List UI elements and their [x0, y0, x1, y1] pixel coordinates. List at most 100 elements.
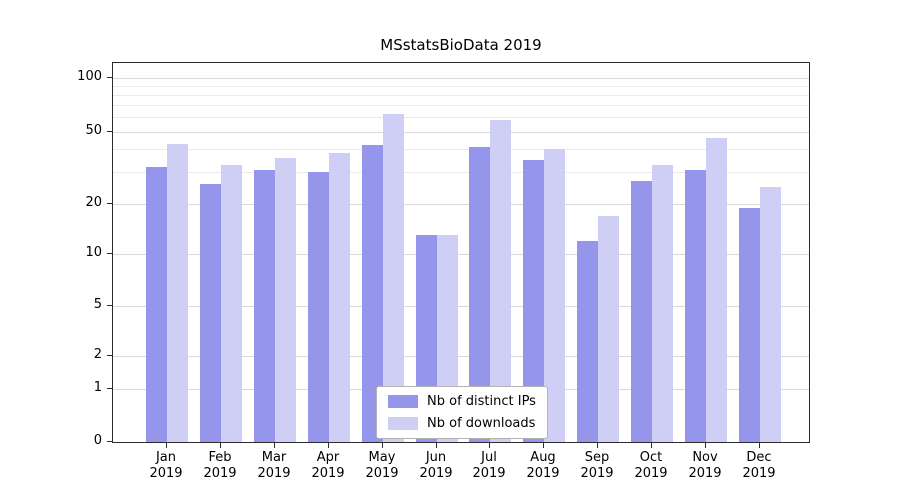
bar-downloads — [490, 120, 511, 442]
legend-row: Nb of downloads — [388, 416, 536, 431]
year-label: 2019 — [257, 466, 291, 481]
bar-downloads — [167, 144, 188, 442]
y-tick-mark — [107, 355, 112, 356]
bar-downloads — [383, 114, 404, 442]
y-tick-mark — [107, 305, 112, 306]
gridline-major — [113, 204, 809, 205]
year-label: 2019 — [203, 466, 237, 481]
x-tick-label: May 2019 — [352, 450, 412, 482]
gridline-major — [113, 356, 809, 357]
y-tick-mark — [107, 253, 112, 254]
bar-downloads — [221, 165, 242, 442]
month-label: Nov — [692, 450, 718, 465]
legend-swatch — [388, 417, 418, 430]
bar-downloads — [706, 138, 727, 442]
year-label: 2019 — [149, 466, 183, 481]
bar-distinct-ips — [308, 172, 329, 442]
bar-distinct-ips — [146, 167, 167, 442]
year-label: 2019 — [742, 466, 776, 481]
y-tick-label: 2 — [93, 347, 102, 362]
bar-downloads — [652, 165, 673, 442]
x-tick-label: Mar 2019 — [244, 450, 304, 482]
legend-swatch — [388, 395, 418, 408]
x-tick-mark — [759, 443, 760, 448]
bar-distinct-ips — [577, 241, 598, 442]
x-tick-mark — [220, 443, 221, 448]
x-tick-label: Jul 2019 — [459, 450, 519, 482]
month-label: Sep — [584, 450, 610, 465]
x-tick-label: Feb 2019 — [190, 450, 250, 482]
y-tick-label: 0 — [93, 433, 102, 448]
y-tick-mark — [107, 203, 112, 204]
y-tick-label: 1 — [93, 380, 102, 395]
x-tick-label: Aug 2019 — [513, 450, 573, 482]
y-tick-label: 100 — [77, 69, 102, 84]
bar-distinct-ips — [254, 170, 275, 442]
year-label: 2019 — [419, 466, 453, 481]
y-tick-mark — [107, 441, 112, 442]
month-label: Mar — [261, 450, 287, 465]
bar-distinct-ips — [523, 160, 544, 442]
x-tick-label: Sep 2019 — [567, 450, 627, 482]
year-label: 2019 — [365, 466, 399, 481]
bar-downloads — [275, 158, 296, 442]
y-tick-mark — [107, 388, 112, 389]
gridline-minor — [113, 86, 809, 87]
bar-downloads — [760, 187, 781, 442]
bar-distinct-ips — [631, 181, 652, 442]
y-tick-mark — [107, 77, 112, 78]
year-label: 2019 — [634, 466, 668, 481]
gridline-major — [113, 306, 809, 307]
gridline-major — [113, 132, 809, 133]
x-tick-label: Nov 2019 — [675, 450, 735, 482]
legend-label: Nb of distinct IPs — [427, 394, 536, 409]
year-label: 2019 — [472, 466, 506, 481]
bar-distinct-ips — [685, 170, 706, 442]
x-tick-mark — [543, 443, 544, 448]
month-label: Feb — [208, 450, 232, 465]
x-tick-label: Jan 2019 — [136, 450, 196, 482]
y-tick-label: 5 — [93, 297, 102, 312]
bar-distinct-ips — [362, 145, 383, 442]
month-label: Dec — [746, 450, 772, 465]
x-tick-mark — [651, 443, 652, 448]
bar-downloads — [598, 216, 619, 442]
legend: Nb of distinct IPs Nb of downloads — [376, 386, 548, 439]
y-tick-label: 20 — [85, 195, 102, 210]
x-tick-mark — [328, 443, 329, 448]
legend-row: Nb of distinct IPs — [388, 394, 536, 409]
month-label: Jul — [481, 450, 497, 465]
gridline-minor — [113, 172, 809, 173]
month-label: Jan — [155, 450, 177, 465]
legend-label: Nb of downloads — [427, 416, 536, 431]
x-tick-mark — [489, 443, 490, 448]
bar-distinct-ips — [200, 184, 221, 442]
month-label: Apr — [316, 450, 340, 465]
x-tick-mark — [382, 443, 383, 448]
y-tick-label: 10 — [85, 245, 102, 260]
month-label: May — [368, 450, 396, 465]
gridline-minor — [113, 149, 809, 150]
x-tick-label: Apr 2019 — [298, 450, 358, 482]
x-tick-mark — [274, 443, 275, 448]
month-label: Oct — [639, 450, 663, 465]
gridline-minor — [113, 105, 809, 106]
y-tick-label: 50 — [85, 123, 102, 138]
gridline-minor — [113, 95, 809, 96]
gridline-major — [113, 254, 809, 255]
x-tick-mark — [705, 443, 706, 448]
year-label: 2019 — [580, 466, 614, 481]
chart-title: MSstatsBioData 2019 — [380, 36, 542, 54]
month-label: Jun — [425, 450, 447, 465]
x-tick-label: Oct 2019 — [621, 450, 681, 482]
plot-area: Nb of distinct IPs Nb of downloads — [112, 62, 810, 443]
bar-distinct-ips — [739, 208, 760, 442]
x-tick-label: Dec 2019 — [729, 450, 789, 482]
gridline-major — [113, 78, 809, 79]
x-tick-mark — [597, 443, 598, 448]
year-label: 2019 — [688, 466, 722, 481]
bar-distinct-ips — [469, 147, 490, 442]
year-label: 2019 — [526, 466, 560, 481]
y-tick-mark — [107, 131, 112, 132]
